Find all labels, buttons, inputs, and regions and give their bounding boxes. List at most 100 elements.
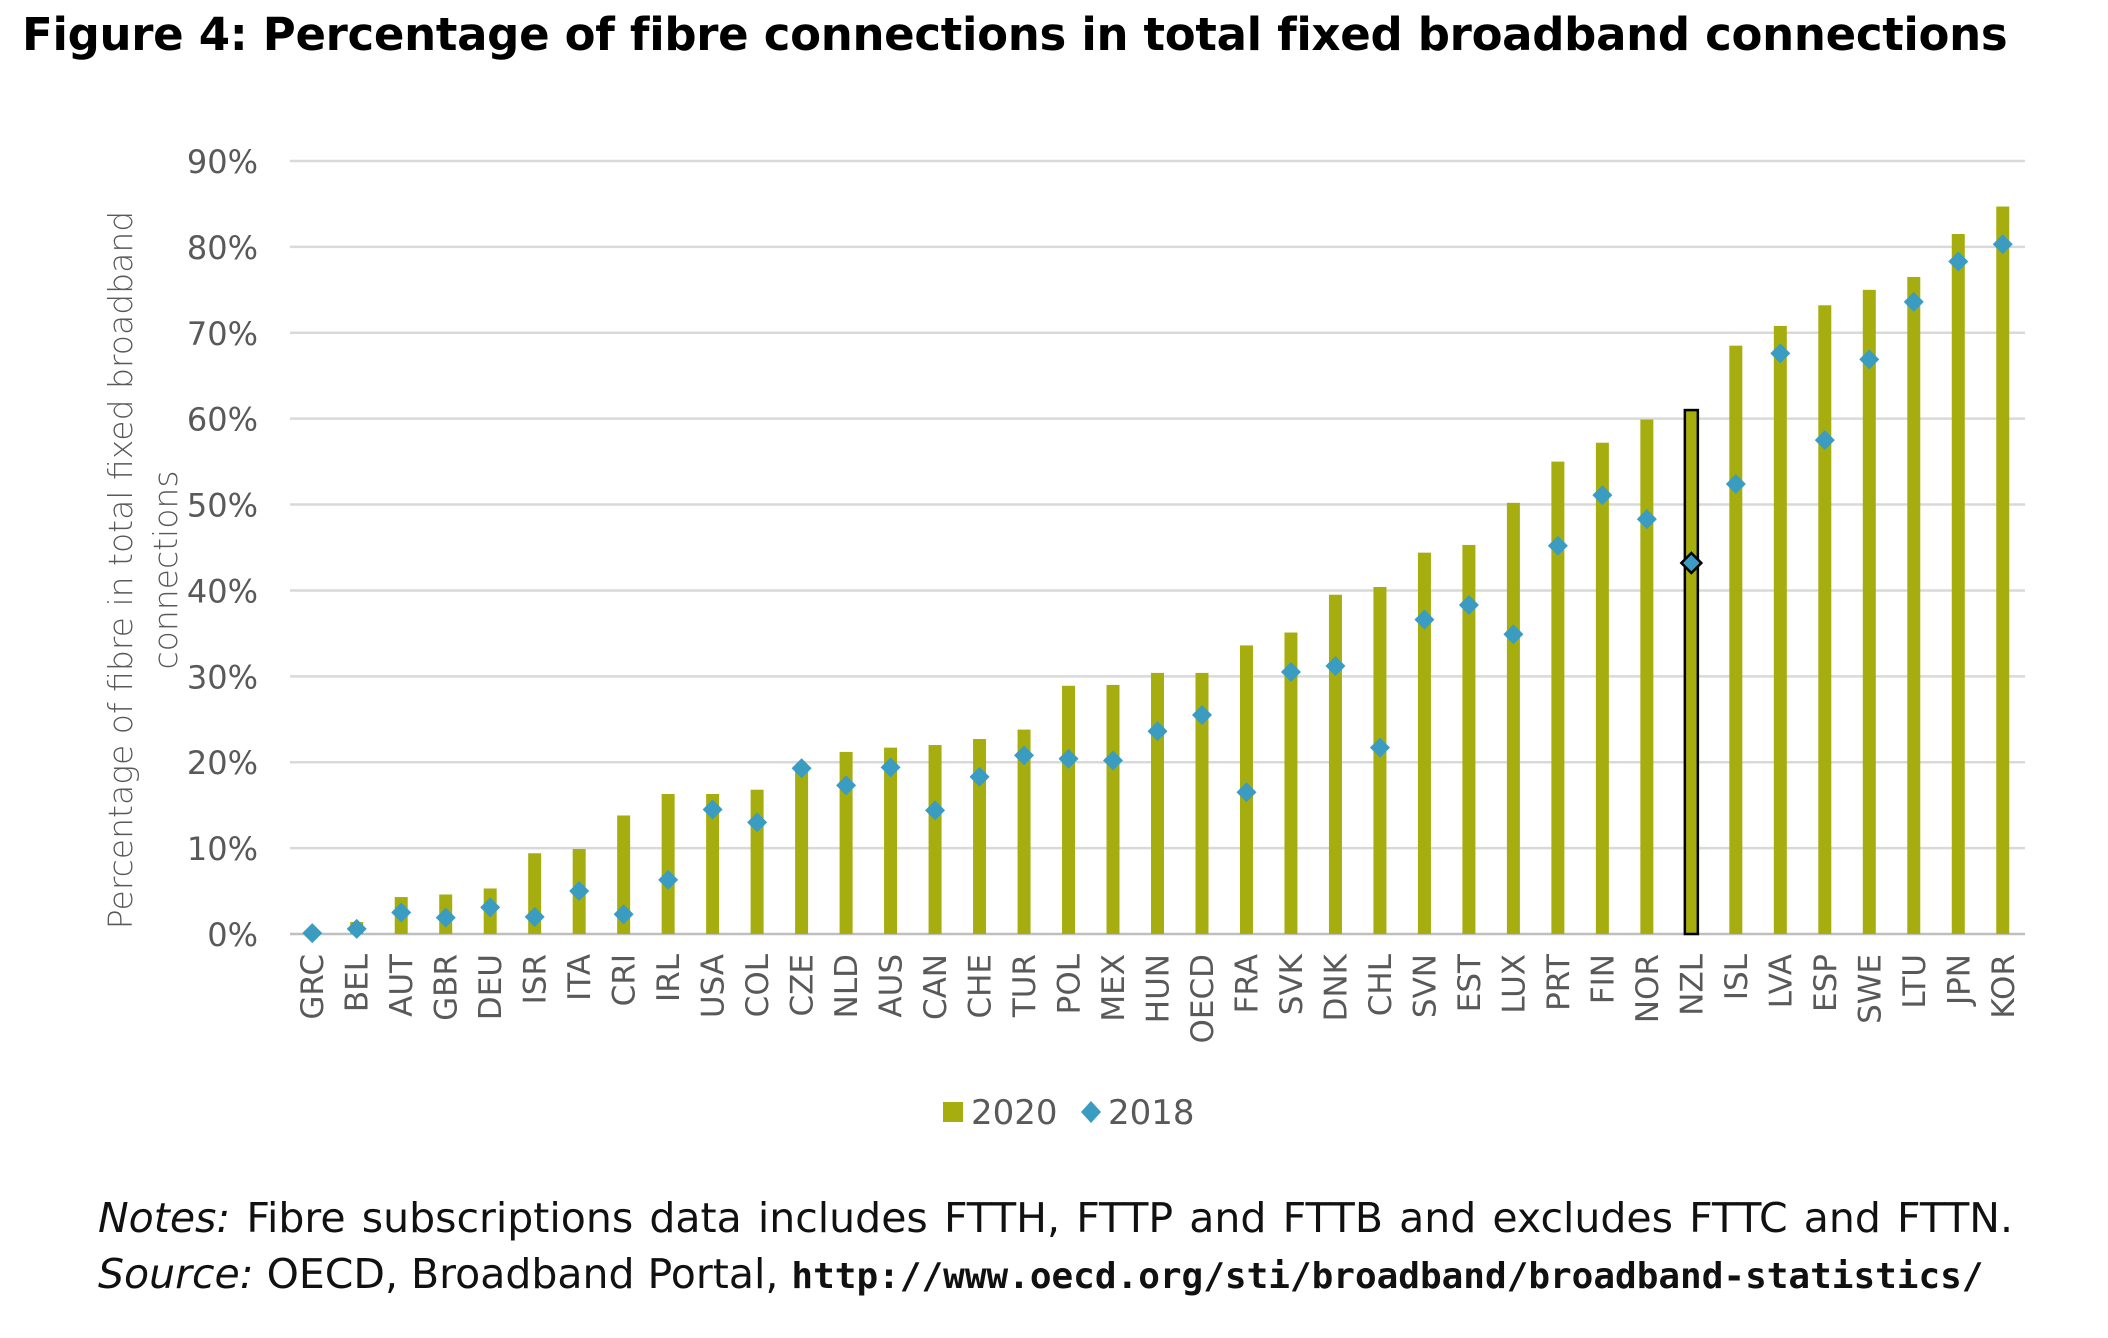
x-tick-label-mex: MEX <box>1096 954 1132 1022</box>
x-tick-label-cze: CZE <box>785 954 821 1016</box>
x-tick-label-isl: ISL <box>1719 953 1755 1000</box>
legend-label-2020: 2020 <box>971 1093 1058 1133</box>
x-tick-label-usa: USA <box>696 954 732 1018</box>
x-tick-label-kor: KOR <box>1986 954 2022 1019</box>
marker-irl <box>658 869 679 890</box>
bar-irl <box>661 794 675 934</box>
marker-cri <box>613 904 634 925</box>
marker-cze <box>791 758 812 779</box>
y-tick-label: 90% <box>187 143 258 181</box>
bar-lva <box>1773 325 1787 934</box>
x-tick-label-oecd: OECD <box>1185 954 1221 1044</box>
legend-marker-2018 <box>1081 1101 1101 1123</box>
bar-hun <box>1151 672 1164 934</box>
x-tick-label-est: EST <box>1452 953 1488 1012</box>
x-tick-label-fra: FRA <box>1229 954 1265 1013</box>
x-tick-label-deu: DEU <box>473 954 509 1020</box>
bar-dnk <box>1328 594 1342 934</box>
bars-2020 <box>305 206 2010 936</box>
y-tick-label: 50% <box>187 487 258 525</box>
bar-usa <box>706 794 720 934</box>
x-tick-label-cri: CRI <box>607 954 643 1006</box>
marker-chl <box>1369 737 1390 758</box>
bar-isl <box>1729 345 1743 934</box>
x-tick-label-can: CAN <box>918 954 954 1020</box>
x-tick-label-col: COL <box>740 953 776 1017</box>
source-url-link[interactable]: http://www.oecd.org/sti/broadband/broadb… <box>791 1256 1984 1297</box>
bar-can <box>928 745 942 934</box>
x-tick-label-tur: TUR <box>1007 954 1043 1018</box>
marker-fra <box>1236 782 1257 803</box>
bar-nor <box>1640 419 1654 935</box>
x-tick-label-chl: CHL <box>1363 953 1399 1016</box>
x-tick-label-isr: ISR <box>518 954 554 1004</box>
y-tick-label: 20% <box>187 744 258 782</box>
bar-jpn <box>1951 234 1965 934</box>
bar-svn <box>1417 552 1431 934</box>
x-tick-label-che: CHE <box>963 954 999 1019</box>
marker-prt <box>1547 535 1568 556</box>
marker-gbr <box>435 907 456 928</box>
marker-jpn <box>1948 251 1969 272</box>
x-tick-label-svk: SVK <box>1274 953 1310 1015</box>
x-tick-label-gbr: GBR <box>429 954 465 1021</box>
x-tick-label-nld: NLD <box>829 954 865 1018</box>
source-text: OECD, Broadband Portal, <box>266 1250 779 1298</box>
marker-hun <box>1147 721 1168 742</box>
marker-aus <box>880 757 901 778</box>
bar-svk <box>1284 632 1298 934</box>
bar-nzl <box>1683 408 1700 936</box>
x-tick-label-swe: SWE <box>1852 954 1888 1024</box>
x-tick-label-jpn: JPN <box>1941 954 1977 1007</box>
marker-isl <box>1725 473 1746 494</box>
legend: 2020 2018 <box>943 1093 1195 1133</box>
x-tick-label-aut: AUT <box>384 953 420 1017</box>
marker-aut <box>391 902 412 923</box>
marker-mex <box>1103 750 1124 771</box>
marker-can <box>925 800 946 821</box>
bar-aus <box>884 747 898 934</box>
x-tick-label-esp: ESP <box>1808 954 1844 1012</box>
x-tick-label-aus: AUS <box>874 954 910 1018</box>
marker-ita <box>569 881 590 902</box>
y-tick-label: 0% <box>207 916 258 954</box>
bar-est <box>1462 544 1476 934</box>
x-tick-label-dnk: DNK <box>1318 953 1354 1021</box>
marker-swe <box>1859 349 1880 370</box>
marker-bel <box>346 918 367 939</box>
bar-oecd <box>1195 672 1209 934</box>
y-tick-label: 40% <box>187 572 258 610</box>
x-axis-ticks: GRC BEL AUT GBR DEU ISR ITA CRI IRL USA COL CZE NLD A… <box>295 953 2022 1044</box>
source-label: Source: <box>98 1250 254 1298</box>
marker-kor <box>1992 234 2013 255</box>
marker-lva <box>1770 343 1791 364</box>
x-tick-label-hun: HUN <box>1141 954 1177 1023</box>
y-tick-label: 10% <box>187 830 258 868</box>
marker-grc <box>302 923 323 944</box>
x-tick-label-fin: FIN <box>1585 954 1621 1004</box>
notes-text: Fibre subscriptions data includes FTTH, … <box>246 1194 2013 1242</box>
y-tick-label: 30% <box>187 658 258 696</box>
y-axis-label-line2: connections <box>146 470 185 669</box>
marker-isr <box>524 906 545 927</box>
legend-label-2018: 2018 <box>1108 1093 1195 1133</box>
y-axis-label: Percentage of fibre in total fixed broad… <box>101 211 185 929</box>
x-tick-label-svn: SVN <box>1407 954 1443 1018</box>
bar-tur <box>1017 729 1031 934</box>
marker-est <box>1458 595 1479 616</box>
marker-lux <box>1503 624 1524 645</box>
figure-notes: Notes: Fibre subscriptions data includes… <box>98 1190 2013 1305</box>
marker-nzl <box>1679 551 1704 575</box>
marker-deu <box>480 897 501 918</box>
figure-title: Figure 4: Percentage of fibre connection… <box>22 8 2008 61</box>
x-tick-label-irl: IRL <box>651 953 687 1002</box>
marker-che <box>969 766 990 787</box>
marker-esp <box>1814 430 1835 451</box>
marker-fin <box>1592 485 1613 506</box>
fibre-bar-chart: 0% 10% 20% 30% 40% 50% 60% 70% 80% 90% GRC BEL AUT G… <box>101 143 2025 1133</box>
bar-lux <box>1506 502 1520 934</box>
marker-dnk <box>1325 656 1346 677</box>
marker-nor <box>1636 509 1657 530</box>
x-tick-label-grc: GRC <box>295 954 331 1020</box>
marker-pol <box>1058 748 1079 769</box>
